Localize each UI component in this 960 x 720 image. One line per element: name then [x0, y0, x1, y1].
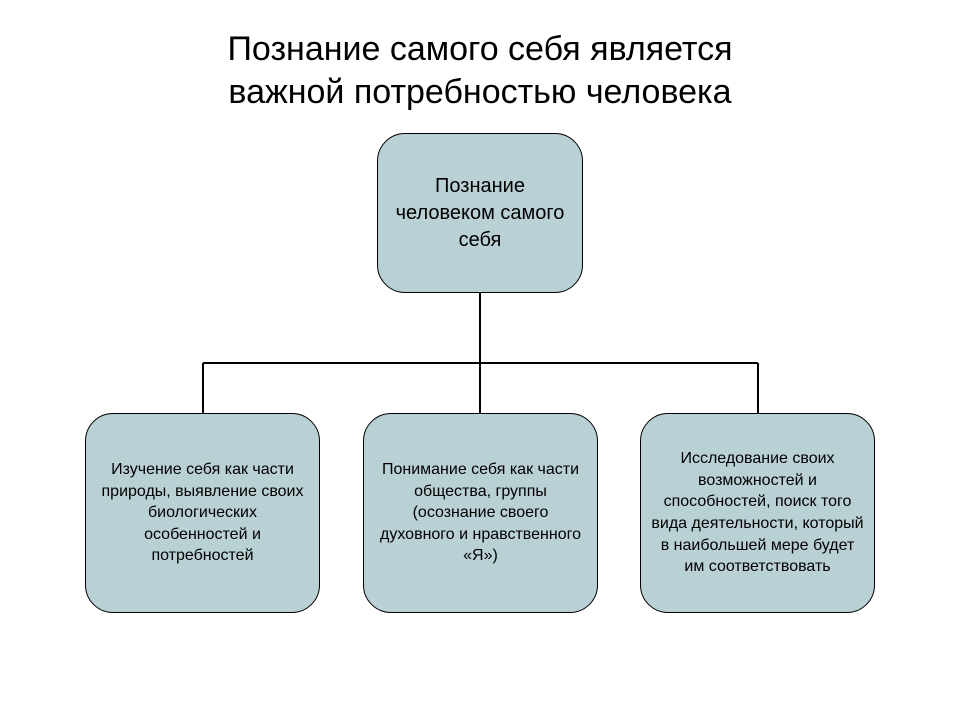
root-node-label: Познание человеком самого себя [388, 173, 572, 254]
child-node-1: Изучение себя как части природы, выявлен… [85, 413, 320, 613]
child-node-3: Исследование своих возможностей и способ… [640, 413, 875, 613]
page-title: Познание самого себя является важной пот… [0, 0, 960, 113]
child-node-1-label: Изучение себя как части природы, выявлен… [96, 459, 309, 567]
tree-diagram: Познание человеком самого себя Изучение … [0, 123, 960, 683]
root-node: Познание человеком самого себя [377, 133, 583, 293]
child-node-2-label: Понимание себя как части общества, групп… [374, 459, 587, 567]
title-line-2: важной потребностью человека [228, 73, 731, 111]
title-line-1: Познание самого себя является [227, 30, 732, 68]
child-node-3-label: Исследование своих возможностей и способ… [651, 448, 864, 578]
child-node-2: Понимание себя как части общества, групп… [363, 413, 598, 613]
